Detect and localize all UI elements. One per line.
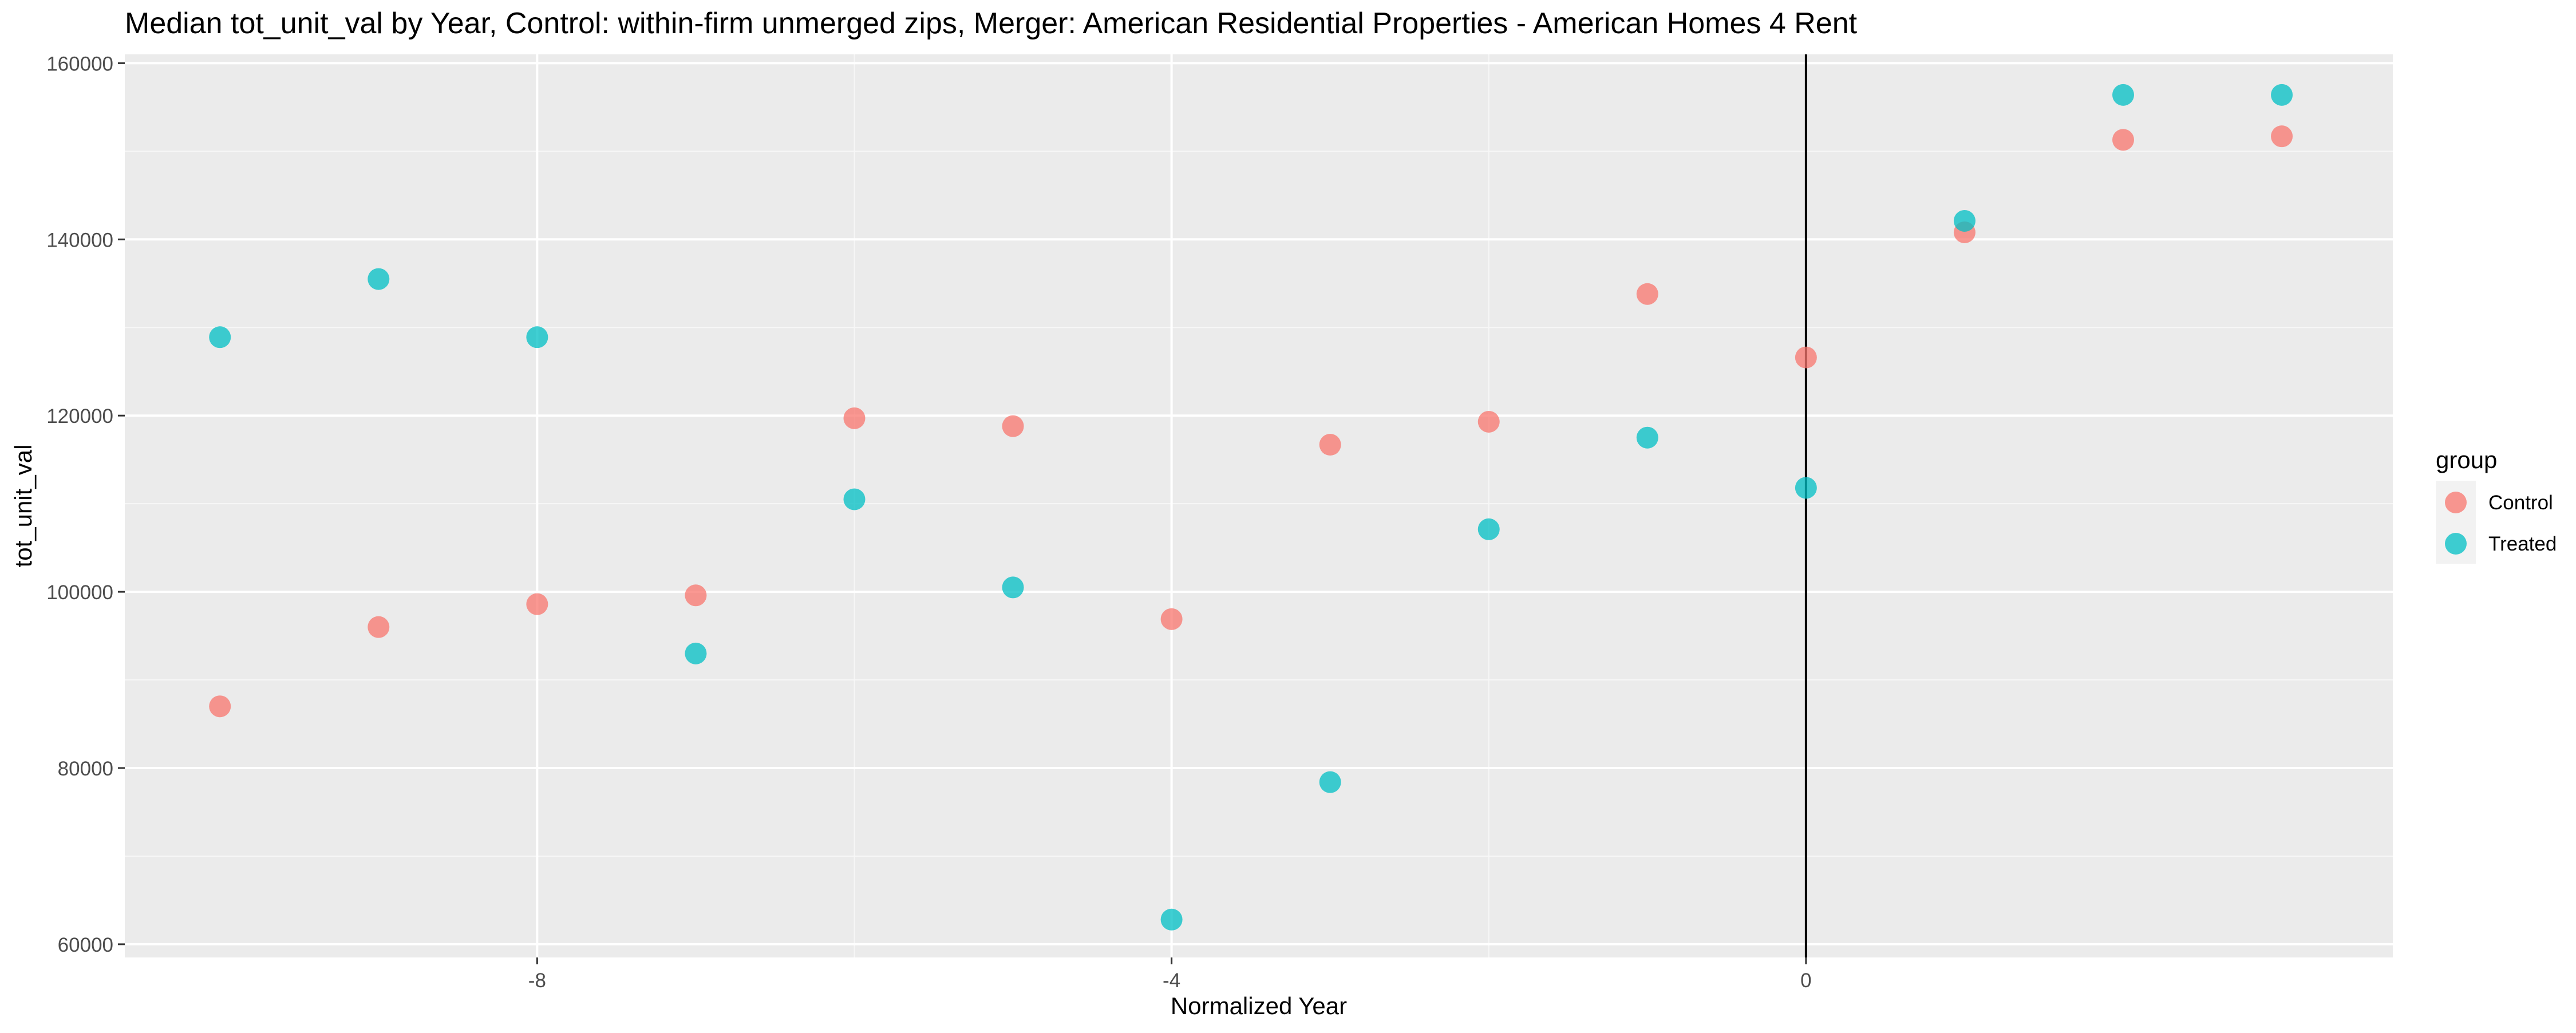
- control-point: [209, 695, 231, 718]
- control-point: [2271, 125, 2293, 148]
- control-point: [526, 593, 548, 615]
- y-tick-label: 140000: [46, 229, 113, 251]
- legend-title: group: [2436, 446, 2497, 473]
- control-point: [1002, 415, 1024, 437]
- x-tick-label: -8: [528, 969, 546, 992]
- x-axis-title: Normalized Year: [1171, 992, 1347, 1019]
- control-point: [1477, 410, 1500, 433]
- treated-point: [526, 326, 548, 349]
- treated-point: [2271, 84, 2293, 106]
- legend-key-treated: [2445, 533, 2467, 555]
- treated-point: [209, 326, 231, 349]
- legend-key-control: [2445, 492, 2467, 513]
- y-tick-label: 160000: [46, 53, 113, 75]
- legend-label-treated: Treated: [2488, 533, 2557, 555]
- y-tick-label: 60000: [58, 934, 113, 956]
- control-point: [685, 584, 707, 607]
- treated-point: [1636, 426, 1658, 449]
- plot-panel: [125, 54, 2393, 957]
- treated-point: [368, 268, 390, 290]
- control-point: [1319, 434, 1341, 456]
- y-axis-title: tot_unit_val: [10, 445, 37, 568]
- treated-point: [843, 488, 866, 510]
- legend-label-control: Control: [2488, 492, 2553, 514]
- legend: group Control Treated: [2436, 446, 2557, 564]
- y-tick-label: 120000: [46, 405, 113, 428]
- control-point: [368, 616, 390, 638]
- control-point: [1636, 283, 1658, 305]
- x-tick-label: -4: [1163, 969, 1180, 992]
- treated-point: [1477, 518, 1500, 540]
- treated-point: [1160, 908, 1183, 931]
- control-point: [843, 407, 866, 429]
- treated-point: [1953, 209, 1976, 232]
- treated-point: [1002, 576, 1024, 599]
- data-points: [209, 84, 2293, 931]
- control-point: [1160, 608, 1183, 630]
- grid-lines: [125, 54, 2393, 957]
- treated-point: [1319, 771, 1341, 793]
- chart-title: Median tot_unit_val by Year, Control: wi…: [125, 7, 1858, 40]
- treated-point: [685, 642, 707, 664]
- treated-point: [1795, 477, 1817, 499]
- x-tick-label: 0: [1800, 969, 1811, 992]
- y-tick-label: 80000: [58, 758, 113, 780]
- treated-point: [2112, 84, 2134, 106]
- y-tick-label: 100000: [46, 581, 113, 604]
- control-point: [2112, 129, 2134, 151]
- control-point: [1795, 346, 1817, 369]
- axes: 60000 80000 100000 120000 140000 160000 -8 -4 0: [46, 53, 1811, 992]
